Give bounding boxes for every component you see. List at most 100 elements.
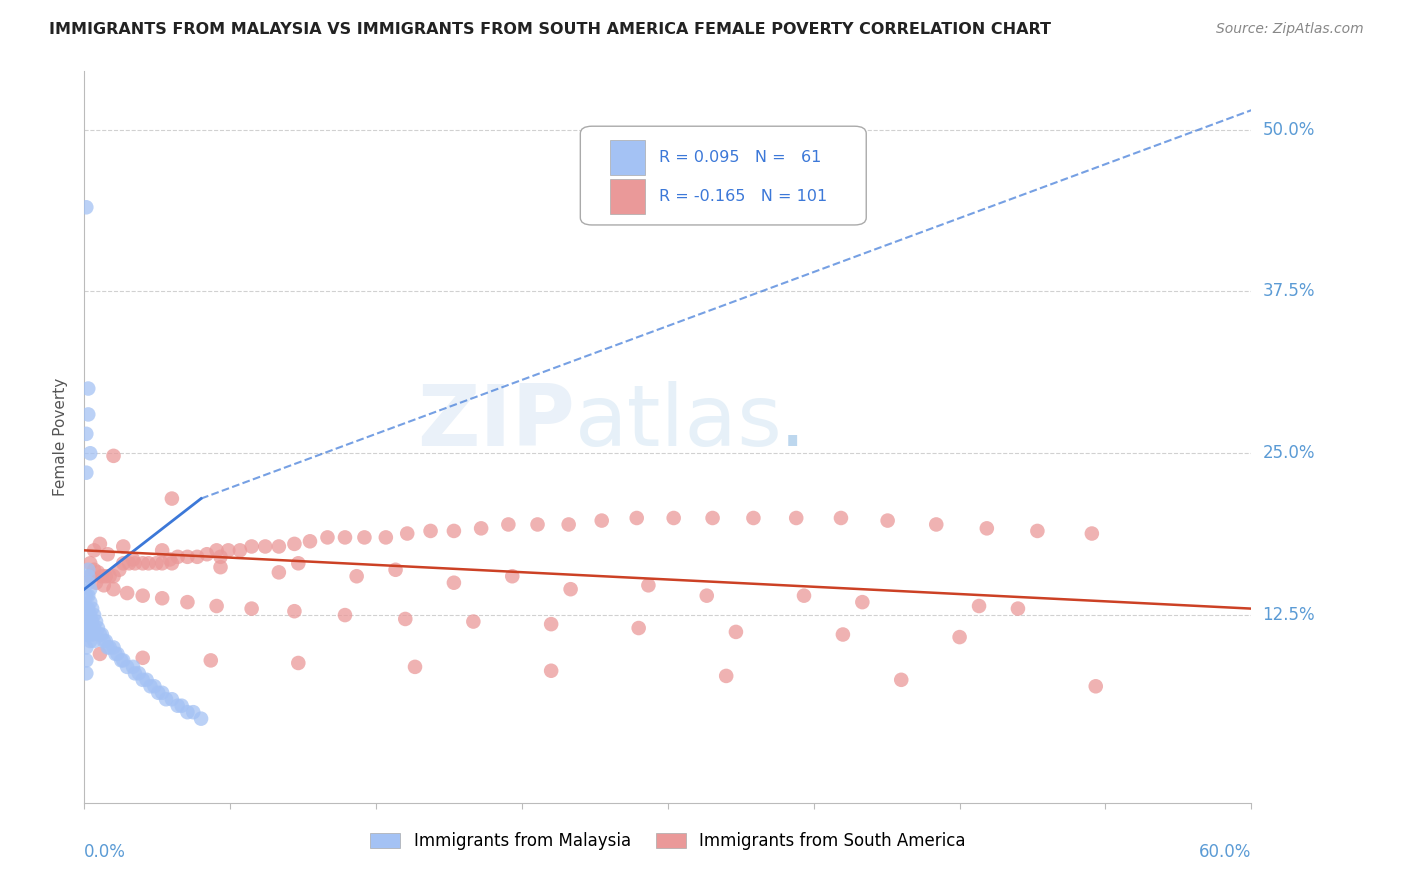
Point	[160, 557, 183, 571]
Point	[122, 660, 145, 674]
Point	[79, 557, 101, 571]
Point	[925, 517, 948, 532]
Point	[124, 557, 146, 571]
Bar	[610, 179, 644, 214]
Point	[103, 640, 125, 655]
Legend: Immigrants from Malaysia, Immigrants from South America: Immigrants from Malaysia, Immigrants fro…	[364, 825, 972, 856]
Point	[93, 634, 115, 648]
Point	[419, 524, 441, 538]
Point	[89, 627, 111, 641]
Point	[560, 582, 582, 597]
Point	[112, 653, 135, 667]
Point	[75, 200, 97, 214]
Point	[240, 540, 263, 554]
Text: R = -0.165   N = 101: R = -0.165 N = 101	[658, 189, 827, 204]
Point	[540, 617, 562, 632]
Point	[90, 569, 112, 583]
Point	[135, 673, 157, 687]
Point	[374, 530, 396, 544]
Point	[205, 543, 228, 558]
Point	[139, 679, 162, 693]
Point	[75, 666, 97, 681]
Text: 60.0%: 60.0%	[1199, 843, 1251, 861]
Point	[75, 640, 97, 655]
Point	[526, 517, 548, 532]
Point	[75, 615, 97, 629]
Point	[627, 621, 650, 635]
Point	[75, 466, 97, 480]
Point	[132, 589, 155, 603]
Text: Source: ZipAtlas.com: Source: ZipAtlas.com	[1216, 22, 1364, 37]
Point	[967, 599, 990, 613]
Point	[145, 557, 167, 571]
Point	[200, 653, 222, 667]
Point	[195, 547, 218, 561]
Point	[89, 537, 111, 551]
Point	[115, 586, 138, 600]
Point	[267, 540, 290, 554]
Point	[87, 566, 110, 580]
Point	[150, 591, 173, 606]
Point	[159, 552, 181, 566]
Point	[626, 511, 648, 525]
Text: 0.0%: 0.0%	[84, 843, 127, 861]
Point	[209, 560, 232, 574]
Point	[176, 705, 198, 719]
Point	[724, 624, 747, 639]
Point	[229, 543, 252, 558]
FancyBboxPatch shape	[581, 126, 866, 225]
Point	[702, 511, 724, 525]
Point	[150, 543, 173, 558]
Point	[333, 530, 356, 544]
Point	[75, 653, 97, 667]
Point	[501, 569, 523, 583]
Point	[98, 640, 121, 655]
Point	[851, 595, 873, 609]
Point	[77, 589, 100, 603]
Point	[79, 634, 101, 648]
Point	[166, 698, 188, 713]
Point	[443, 524, 465, 538]
Point	[143, 679, 166, 693]
Point	[132, 557, 155, 571]
Point	[75, 627, 97, 641]
Point	[77, 575, 100, 590]
Point	[83, 634, 105, 648]
Point	[89, 647, 111, 661]
Point	[110, 653, 132, 667]
Point	[160, 491, 183, 506]
Point	[205, 599, 228, 613]
Y-axis label: Female Poverty: Female Poverty	[53, 378, 69, 496]
Point	[240, 601, 263, 615]
Point	[82, 601, 104, 615]
Point	[82, 627, 104, 641]
Point	[79, 446, 101, 460]
Point	[785, 511, 807, 525]
Point	[557, 517, 579, 532]
Point	[283, 604, 305, 618]
Point	[138, 557, 160, 571]
Point	[79, 595, 101, 609]
Point	[333, 608, 356, 623]
Text: .: .	[779, 381, 806, 464]
Point	[1026, 524, 1049, 538]
Point	[394, 612, 416, 626]
Text: 37.5%: 37.5%	[1263, 283, 1315, 301]
Point	[181, 705, 204, 719]
Point	[637, 578, 659, 592]
Point	[103, 449, 125, 463]
Point	[77, 382, 100, 396]
Point	[976, 521, 998, 535]
Point	[94, 634, 117, 648]
Point	[122, 552, 145, 566]
Point	[77, 601, 100, 615]
Point	[77, 615, 100, 629]
Point	[112, 557, 135, 571]
Point	[150, 686, 173, 700]
Point	[128, 666, 150, 681]
Point	[124, 666, 146, 681]
Point	[77, 563, 100, 577]
Point	[98, 569, 121, 583]
Point	[254, 540, 277, 554]
Point	[77, 627, 100, 641]
